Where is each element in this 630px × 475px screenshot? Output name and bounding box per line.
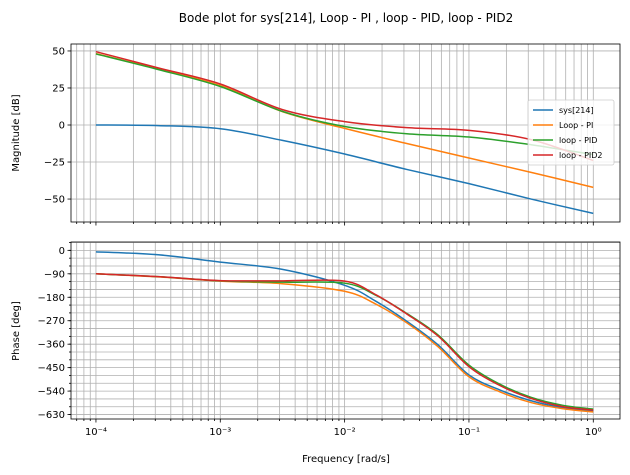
x-tick-label: 10⁻¹: [458, 427, 480, 438]
y-tick-label: −180: [38, 293, 65, 304]
legend-label: sys[214]: [559, 106, 594, 115]
y-tick-label: −25: [44, 158, 65, 169]
legend-label: loop - PID: [559, 136, 597, 145]
phase-y-label: Phase [deg]: [11, 301, 22, 361]
y-tick-label: 0: [59, 121, 65, 132]
phase-line-sys-214-: [95, 251, 594, 412]
y-tick-label: 25: [52, 83, 65, 94]
axes-frame: [70, 43, 621, 223]
magnitude-y-label: Magnitude [dB]: [11, 94, 22, 171]
y-tick-label: −540: [38, 387, 65, 398]
magnitude-line-sys-214-: [95, 124, 594, 215]
legend: sys[214] Loop - PI loop - PID loop - PID2: [527, 99, 615, 166]
y-tick-label: −50: [44, 195, 65, 206]
phase-line-loop-pid2: [95, 273, 594, 411]
y-tick-label: −360: [38, 340, 65, 351]
legend-label: Loop - PI: [559, 121, 593, 130]
axes-frame: [70, 241, 621, 420]
y-tick-label: −270: [38, 316, 65, 327]
magnitude-line-loop-pid2: [95, 50, 594, 162]
y-tick-label: −630: [38, 410, 65, 421]
y-tick-label: −90: [44, 269, 65, 280]
x-tick-label: 10⁻²: [334, 427, 356, 438]
x-tick-label: 10⁰: [585, 427, 602, 438]
chart-title: Bode plot for sys[214], Loop - PI , loop…: [179, 11, 513, 25]
phase-axes: 0 −90 −180 −270 −360 −450 −540 −630 10⁻⁴ 10⁻³ 10⁻²…: [38, 241, 621, 438]
y-tick-label: 50: [52, 46, 65, 57]
x-tick-label: 10⁻⁴: [85, 427, 107, 438]
magnitude-line-loop-pid: [95, 53, 594, 156]
y-tick-label: −450: [38, 363, 65, 374]
y-tick-label: 0: [59, 246, 65, 257]
legend-label: loop - PID2: [559, 151, 603, 160]
legend-frame: [527, 99, 615, 166]
x-tick-label: 10⁻³: [209, 427, 231, 438]
x-axis-label: Frequency [rad/s]: [302, 454, 390, 465]
